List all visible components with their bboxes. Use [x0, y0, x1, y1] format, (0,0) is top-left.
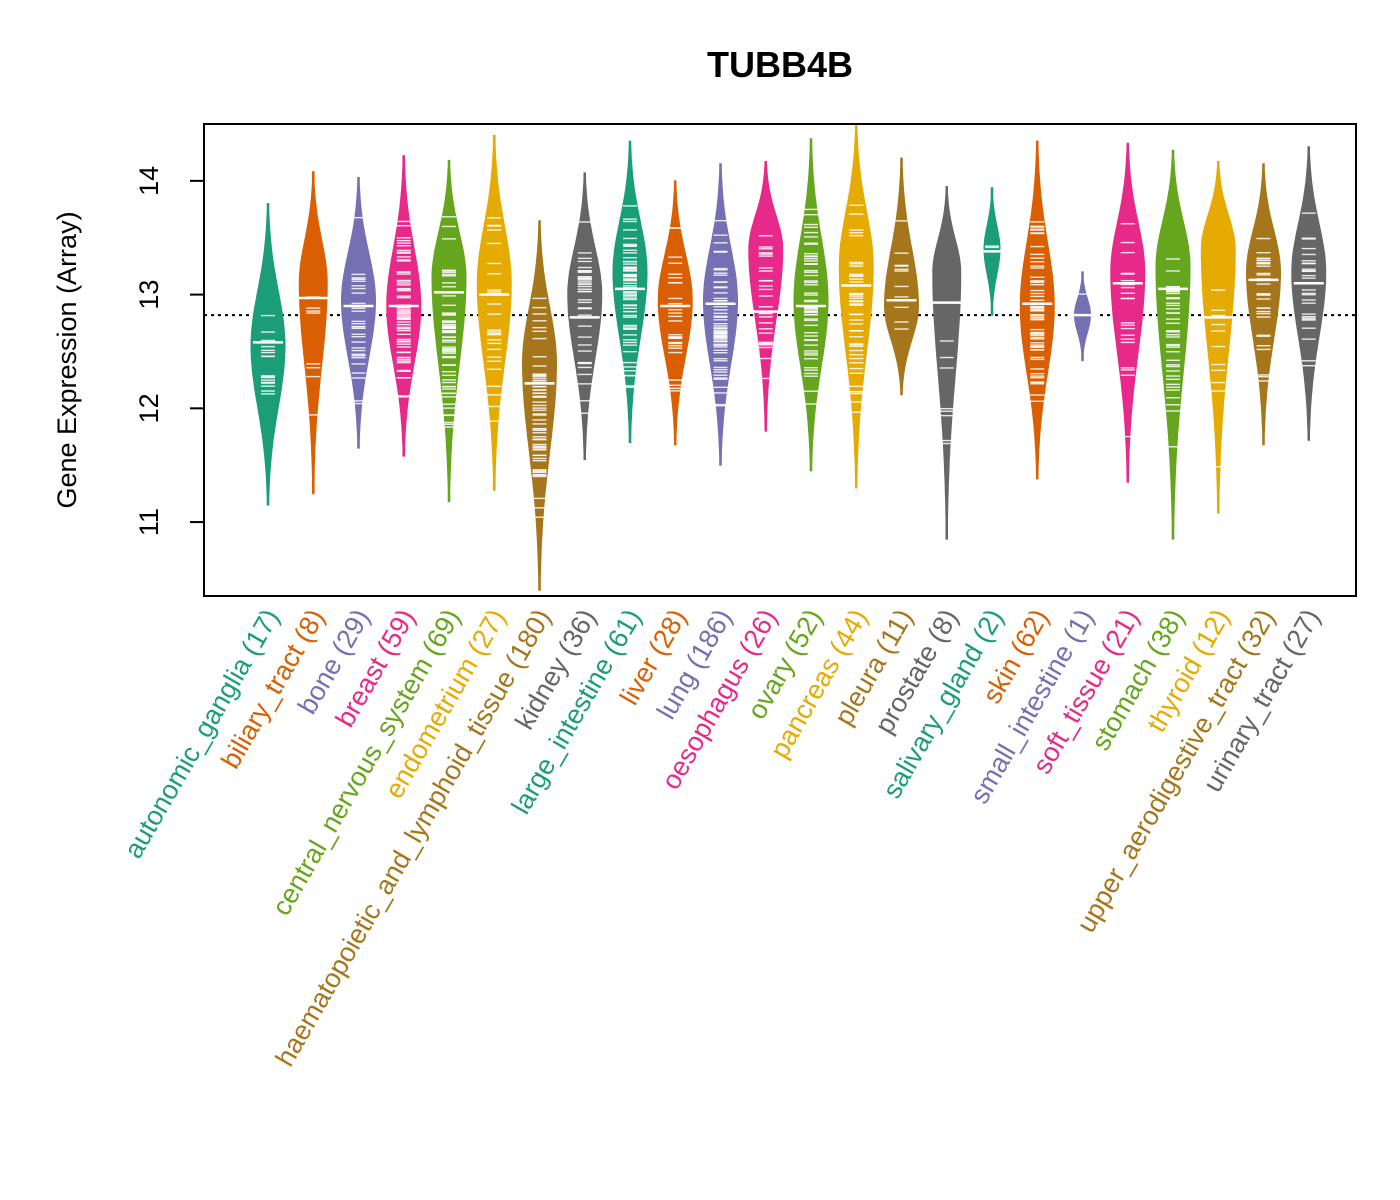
bean-liver — [657, 180, 693, 446]
bean-haematopoietic-and-lymphoid-tissue — [522, 220, 557, 591]
bean-central-nervous-system — [431, 159, 467, 503]
y-tick-label: 11 — [134, 508, 164, 536]
y-tick-label: 13 — [134, 280, 164, 310]
bean-large-intestine — [612, 140, 648, 443]
bean-upper-aerodigestive-tract — [1246, 163, 1281, 446]
bean-stomach — [1155, 149, 1191, 540]
y-tick-label: 12 — [134, 393, 164, 423]
plot-frame — [203, 123, 1357, 597]
bean-prostate — [931, 186, 962, 540]
bean-urinary-tract — [1291, 146, 1327, 441]
bean-shape — [932, 186, 962, 540]
bean-pancreas — [838, 123, 874, 489]
bean-endometrium — [476, 134, 512, 491]
bean-shape — [703, 163, 738, 466]
bean-biliary-tract — [298, 171, 329, 495]
bean-shape — [1200, 161, 1236, 514]
y-axis: 11 12 13 14 — [134, 166, 204, 536]
bean-pleura — [884, 157, 919, 396]
y-tick-label: 14 — [134, 166, 164, 196]
bean-skin — [1019, 140, 1055, 480]
category-labels: autonomic_ganglia (17)biliary_tract (8)b… — [118, 604, 1326, 1071]
bean-shape — [476, 134, 512, 491]
bean-autonomic-ganglia — [250, 203, 286, 506]
bean-bone — [341, 177, 376, 449]
bean-shape — [250, 203, 286, 506]
y-axis-label: Gene Expression (Array) — [52, 211, 82, 508]
bean-oesophagus — [748, 161, 784, 432]
beans-layer — [204, 123, 1356, 591]
bean-thyroid — [1200, 161, 1236, 514]
chart-title: TUBB4B — [707, 44, 853, 85]
bean-salivary-gland — [977, 187, 1007, 316]
bean-soft-tissue — [1110, 142, 1146, 483]
bean-shape — [1110, 142, 1146, 483]
bean-shape — [298, 171, 328, 495]
bean-small-intestine — [1067, 271, 1098, 362]
bean-kidney — [567, 172, 603, 460]
bean-shape — [884, 157, 919, 396]
bean-shape — [341, 177, 376, 449]
bean-shape — [1246, 163, 1281, 446]
bean-ovary — [793, 138, 829, 472]
bean-breast — [386, 155, 422, 457]
bean-shape — [838, 123, 874, 489]
bean-lung — [703, 163, 738, 466]
